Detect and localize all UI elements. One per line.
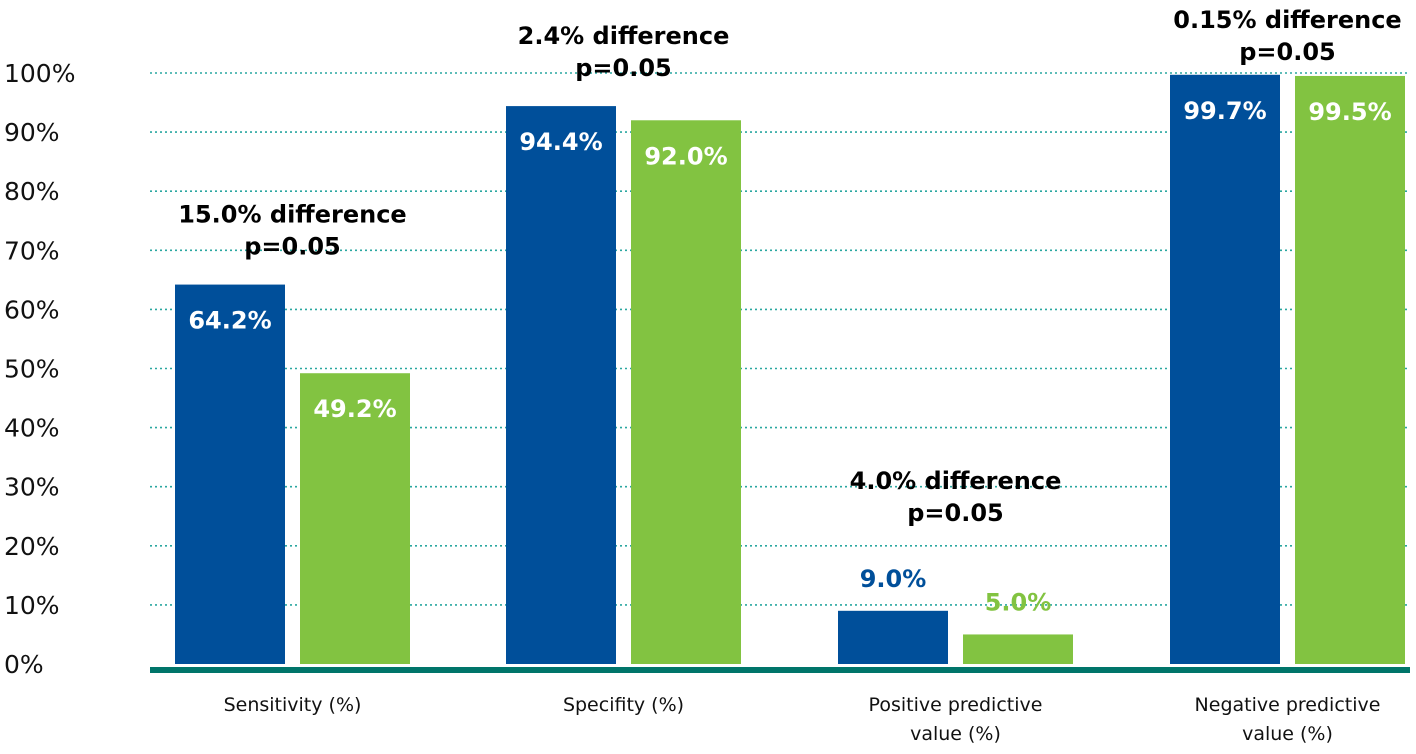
y-tick-label: 70% — [4, 236, 60, 265]
bar-series1-2 — [838, 610, 948, 664]
bar-series2-0 — [300, 373, 410, 664]
bar-value-label: 9.0% — [860, 565, 927, 593]
x-category-label: Negative predictive — [1195, 694, 1381, 716]
x-category-label: Specifity (%) — [563, 694, 684, 716]
bar-value-label: 64.2% — [188, 307, 271, 335]
x-category-label: value (%) — [910, 723, 1001, 745]
p-value-annotation: p=0.05 — [1239, 38, 1336, 66]
y-tick-label: 50% — [4, 355, 60, 384]
y-tick-label: 10% — [4, 591, 60, 620]
y-tick-label: 20% — [4, 532, 60, 561]
x-category-label: value (%) — [1242, 723, 1333, 745]
y-tick-label: 90% — [4, 118, 60, 147]
y-tick-label: 40% — [4, 414, 60, 443]
y-axis-tick-labels: 0% 10% 20% 30% 40% 50% 60% 70% 80% 90% 100% — [4, 59, 75, 679]
bar-series1-0 — [175, 284, 285, 664]
y-tick-label: 0% — [4, 650, 44, 679]
y-tick-label: 30% — [4, 473, 60, 502]
bar-series2-1 — [631, 120, 741, 664]
bar-series1-1 — [506, 106, 616, 664]
difference-annotation: 4.0% difference — [850, 467, 1062, 495]
bars — [175, 74, 1405, 664]
x-category-label: Positive predictive — [869, 694, 1043, 716]
y-tick-label: 100% — [4, 59, 75, 88]
bar-value-label: 94.4% — [519, 128, 602, 156]
bar-series1-3 — [1170, 74, 1280, 664]
bar-value-label: 5.0% — [985, 588, 1052, 616]
p-value-annotation: p=0.05 — [907, 499, 1004, 527]
p-value-annotation: p=0.05 — [244, 233, 341, 261]
bar-series2-3 — [1295, 75, 1405, 664]
difference-annotation: 0.15% difference — [1173, 6, 1401, 34]
bar-value-label: 92.0% — [644, 142, 727, 170]
x-axis-category-labels: Sensitivity (%) Specifity (%) Positive pre… — [224, 694, 1381, 745]
difference-annotations: 15.0% difference p=0.05 2.4% difference p=0… — [178, 6, 1401, 527]
bar-value-labels: 64.2% 94.4% 9.0% 99.7% 49.2% 92.0% 5.0% 99.5% — [188, 97, 1391, 617]
y-tick-label: 60% — [4, 295, 60, 324]
bar-value-label: 49.2% — [313, 395, 396, 423]
y-tick-label: 80% — [4, 177, 60, 206]
p-value-annotation: p=0.05 — [575, 54, 672, 82]
x-category-label: Sensitivity (%) — [224, 694, 362, 716]
difference-annotation: 2.4% difference — [518, 22, 730, 50]
difference-annotation: 15.0% difference — [178, 201, 406, 229]
bar-value-label: 99.7% — [1183, 97, 1266, 125]
bar-value-label: 99.5% — [1308, 98, 1391, 126]
bar-series2-2 — [963, 634, 1073, 664]
